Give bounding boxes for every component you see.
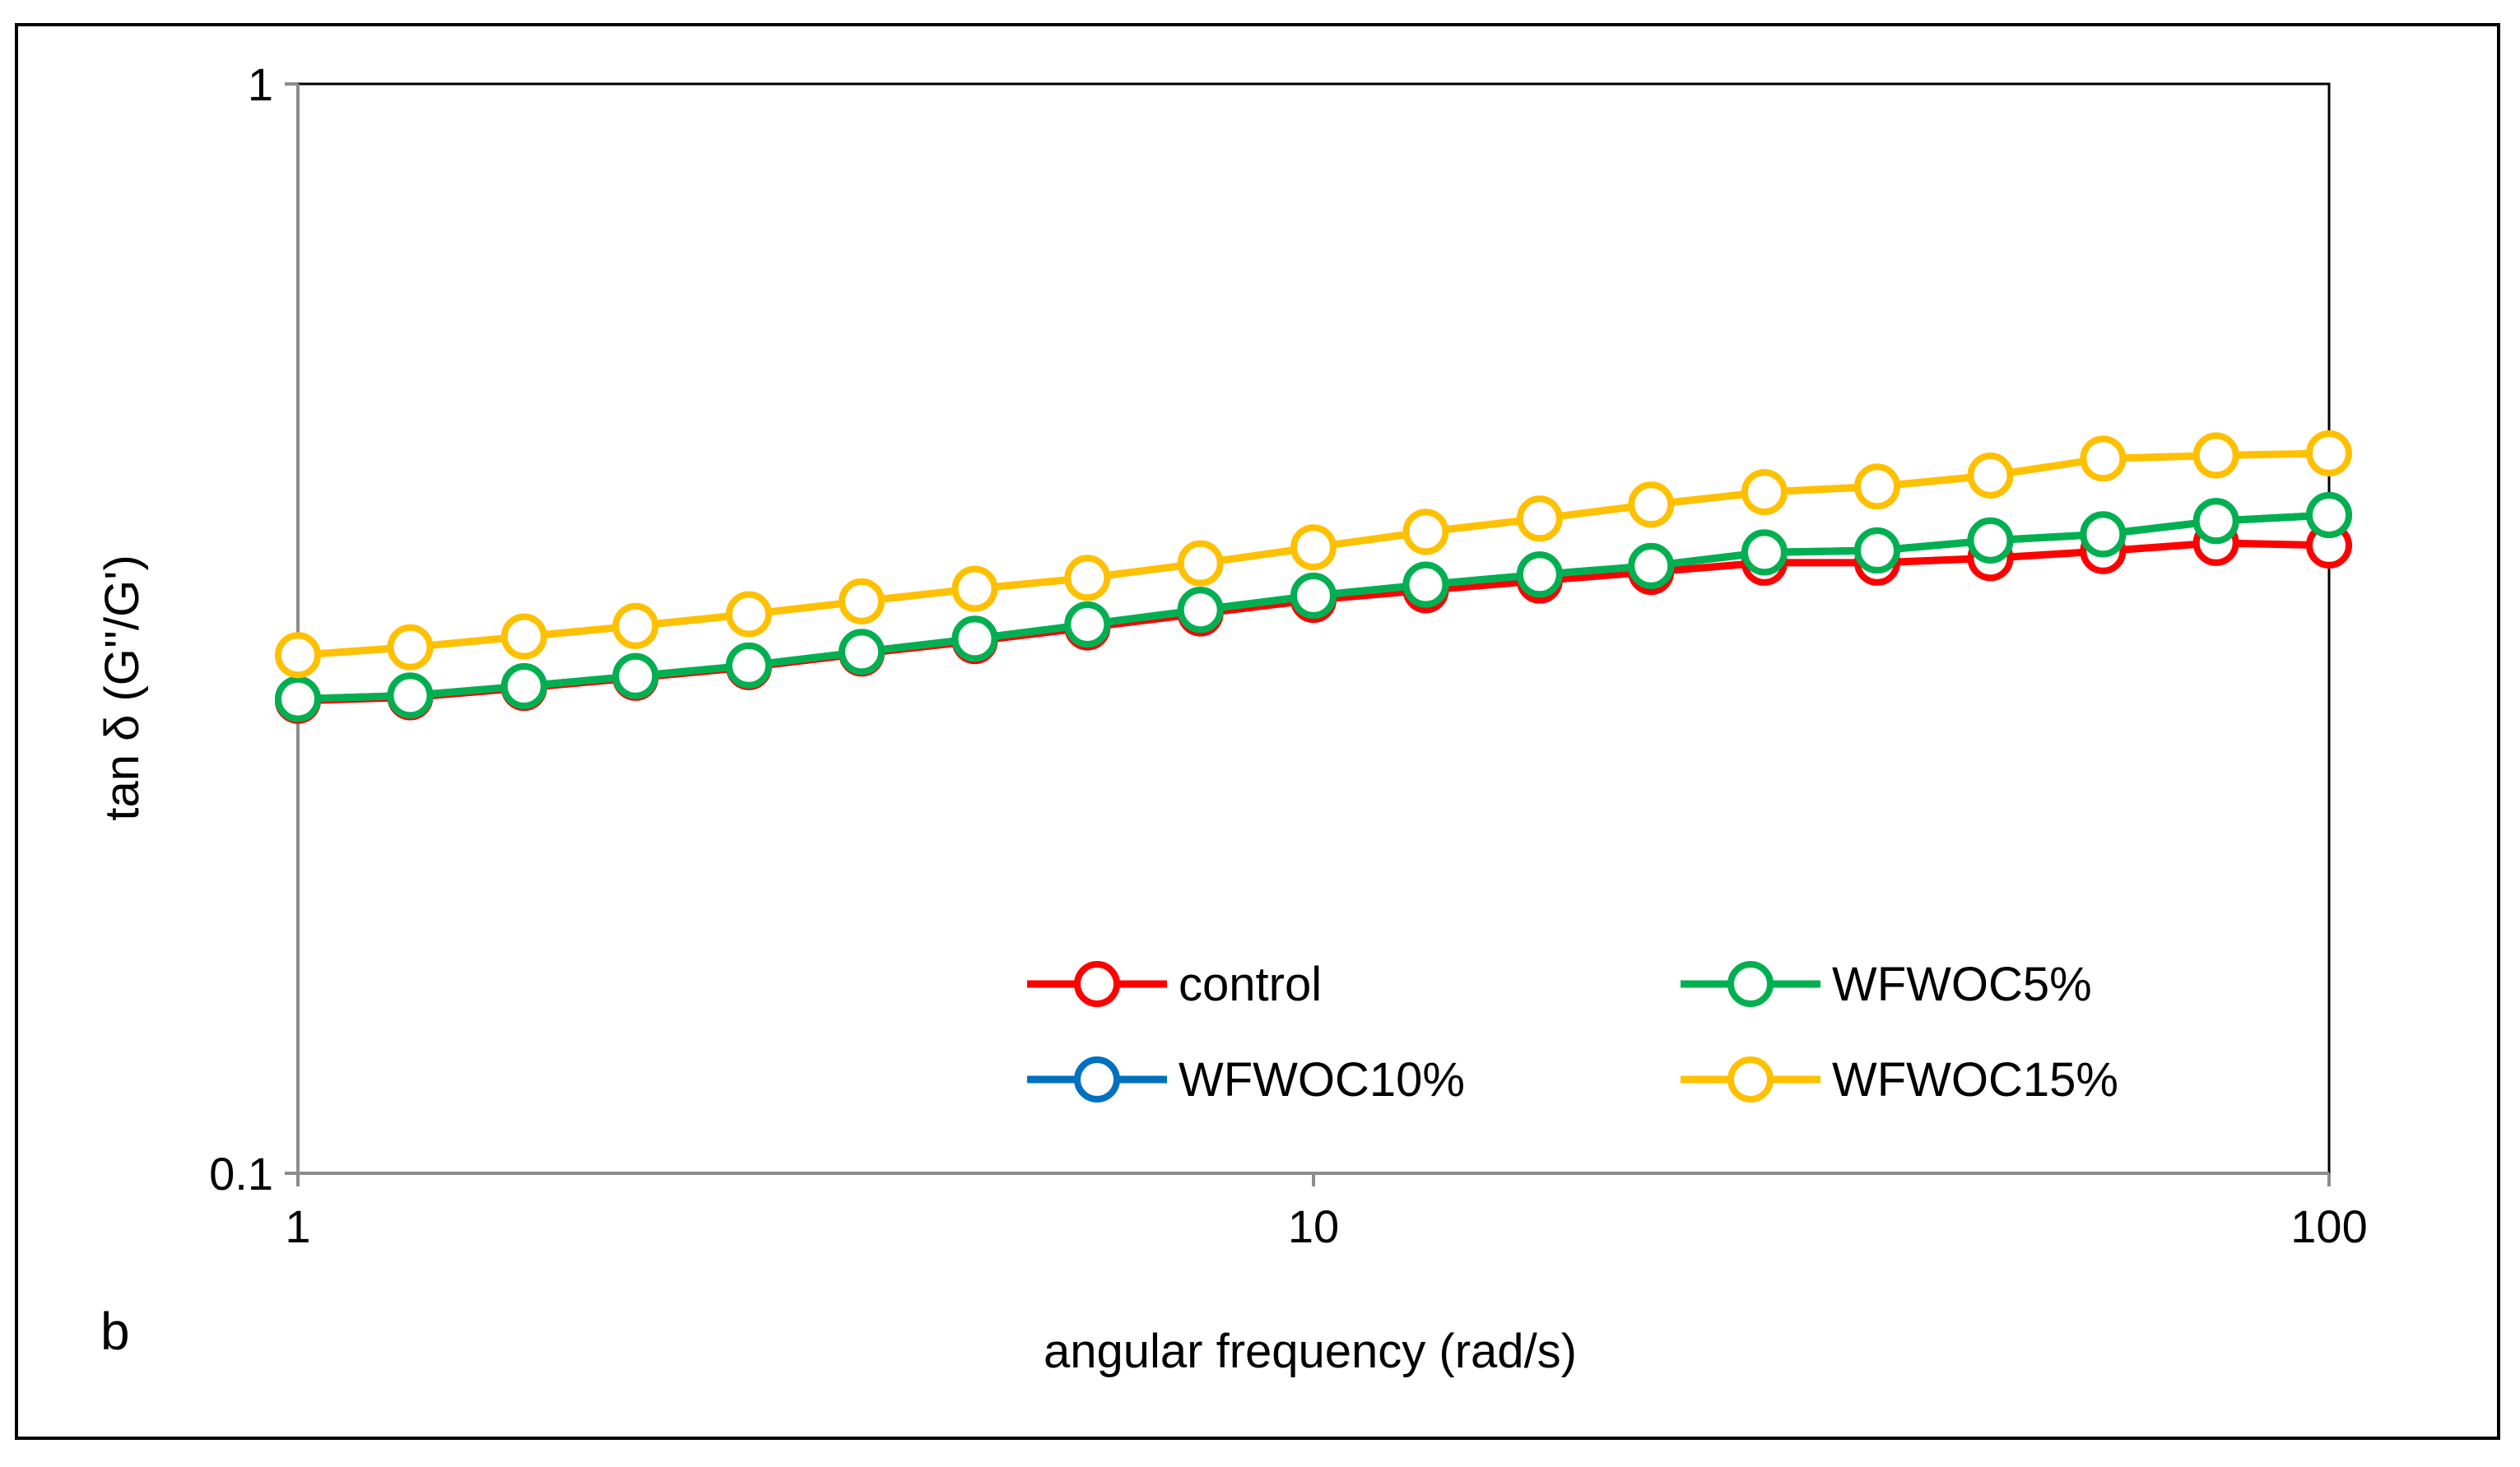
data-point-wfwoc15pct [1064, 555, 1111, 601]
data-point-wfwoc15pct [951, 565, 998, 612]
legend-marker [1074, 961, 1120, 1007]
data-point-wfwoc15pct [1516, 495, 1563, 542]
legend-item-wfwoc10pct: WFWOC10% [1027, 1053, 1465, 1107]
x-tick-label: 10 [1288, 1200, 1339, 1252]
y-axis-title: tan δ (G''/G') [95, 555, 149, 820]
legend-item-wfwoc5pct: WFWOC5% [1681, 958, 2092, 1011]
data-point-wfwoc15pct [1177, 540, 1224, 587]
legend-item-control: control [1027, 958, 1322, 1011]
y-tick-label: 1 [248, 58, 273, 110]
legend-item-wfwoc15pct: WFWOC15% [1681, 1053, 2118, 1107]
legend-label: WFWOC5% [1832, 958, 2092, 1011]
data-point-wfwoc15pct [2306, 430, 2352, 477]
data-point-wfwoc15pct [1741, 469, 1788, 516]
x-tick-label: 1 [285, 1200, 310, 1252]
data-point-wfwoc15pct [838, 578, 885, 624]
data-point-wfwoc5pct [1628, 542, 1675, 589]
legend-label: WFWOC10% [1179, 1053, 1465, 1107]
data-point-wfwoc15pct [1290, 524, 1337, 571]
legend-marker [1727, 961, 1774, 1007]
data-point-wfwoc5pct [951, 615, 998, 662]
figure-frame [15, 23, 2500, 1440]
data-point-wfwoc15pct [500, 613, 547, 660]
data-point-wfwoc15pct [1628, 481, 1675, 528]
data-point-wfwoc15pct [1402, 508, 1449, 555]
data-point-wfwoc5pct [838, 629, 885, 675]
legend-label: WFWOC15% [1832, 1053, 2118, 1107]
data-point-wfwoc5pct [387, 672, 434, 719]
data-point-wfwoc15pct [275, 632, 321, 679]
y-axis: 0.11 [209, 58, 300, 1200]
data-point-wfwoc5pct [1064, 601, 1111, 648]
x-axis-title: angular frequency (rad/s) [1044, 1325, 1577, 1378]
series-wfwoc15pct [275, 430, 2352, 679]
legend: control WFWOC5% WFWOC10% WFWOC15% [1027, 958, 2118, 1107]
data-point-wfwoc5pct [2306, 492, 2352, 539]
data-point-wfwoc15pct [612, 602, 659, 649]
data-point-wfwoc5pct [1402, 561, 1449, 608]
data-point-wfwoc5pct [2192, 498, 2239, 545]
data-point-wfwoc5pct [612, 652, 659, 699]
data-point-wfwoc5pct [275, 675, 321, 722]
data-point-wfwoc15pct [1853, 463, 1900, 510]
legend-label: control [1179, 958, 1322, 1011]
x-tick-label: 100 [2290, 1200, 2367, 1252]
series-layer [275, 430, 2352, 724]
data-point-wfwoc5pct [1741, 529, 1788, 576]
data-point-wfwoc5pct [1177, 587, 1224, 634]
legend-marker [1074, 1056, 1120, 1103]
panel-label: b [100, 1302, 130, 1361]
x-axis: 1 10 100 [285, 1172, 2368, 1252]
data-point-wfwoc15pct [387, 624, 434, 671]
data-point-wfwoc5pct [725, 642, 772, 689]
series-wfwoc5pct [275, 492, 2352, 722]
legend-marker [1727, 1056, 1774, 1103]
data-point-wfwoc5pct [1290, 573, 1337, 620]
data-point-wfwoc15pct [725, 591, 772, 638]
data-point-wfwoc15pct [2080, 435, 2127, 482]
data-point-wfwoc5pct [500, 662, 547, 709]
data-point-wfwoc5pct [1853, 527, 1900, 574]
data-point-wfwoc5pct [2080, 511, 2127, 558]
y-tick-label: 0.1 [209, 1148, 273, 1200]
data-point-wfwoc5pct [1967, 517, 2014, 564]
data-point-wfwoc15pct [2192, 432, 2239, 479]
data-point-wfwoc15pct [1967, 453, 2014, 499]
data-point-wfwoc5pct [1516, 551, 1563, 598]
